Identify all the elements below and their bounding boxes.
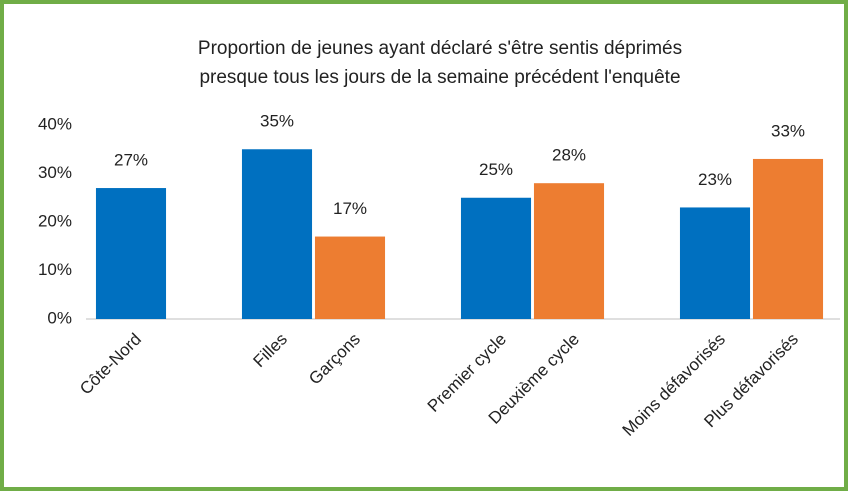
bar — [752, 158, 824, 319]
bar — [95, 188, 167, 319]
data-label: 23% — [698, 170, 732, 189]
bar — [241, 149, 313, 319]
data-label: 33% — [771, 121, 805, 140]
y-tick-label: 10% — [38, 260, 72, 279]
data-label: 27% — [114, 151, 148, 170]
data-label: 25% — [479, 160, 513, 179]
data-label: 35% — [260, 112, 294, 131]
chart-title: presque tous les jours de la semaine pré… — [199, 67, 680, 88]
data-label: 28% — [552, 146, 586, 165]
bar — [533, 183, 605, 319]
y-tick-label: 20% — [38, 211, 72, 230]
y-tick-label: 40% — [38, 114, 72, 133]
y-tick-label: 30% — [38, 163, 72, 182]
bar — [679, 207, 751, 319]
chart-title: Proportion de jeunes ayant déclaré s'êtr… — [198, 38, 682, 59]
bar — [460, 197, 532, 319]
bar — [314, 236, 386, 319]
y-tick-label: 0% — [47, 308, 72, 327]
data-label: 17% — [333, 199, 367, 218]
